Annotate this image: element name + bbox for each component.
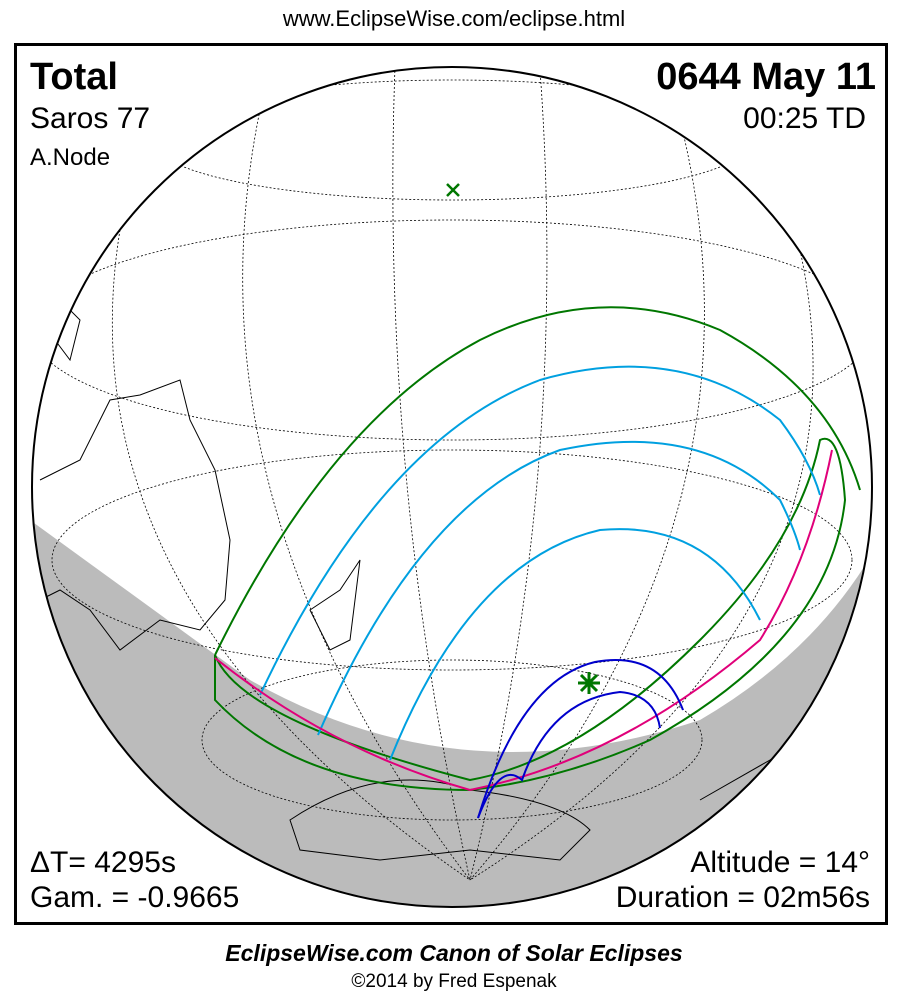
terminator-day-area bbox=[32, 494, 872, 752]
url-header: www.EclipseWise.com/eclipse.html bbox=[282, 6, 626, 31]
eclipse-time: 00:25 TD bbox=[743, 102, 866, 135]
umbral-path-south bbox=[477, 690, 661, 819]
northern-penumbral-limit bbox=[214, 306, 861, 656]
delta-t: ΔT= 4295s bbox=[30, 846, 176, 879]
gamma: Gam. = -0.9665 bbox=[30, 881, 240, 914]
map-frame bbox=[14, 43, 888, 925]
subsolar-point-x-icon bbox=[446, 183, 460, 197]
graticule bbox=[32, 67, 872, 881]
saros-number: Saros 77 bbox=[30, 102, 151, 135]
sun-altitude: Altitude = 14° bbox=[690, 846, 870, 879]
magnitude-line-2 bbox=[317, 440, 801, 736]
eclipse-date: 0644 May 11 bbox=[656, 56, 876, 98]
node-label: A.Node bbox=[30, 144, 111, 171]
greatest-eclipse-star-icon bbox=[578, 672, 600, 694]
globe-outline bbox=[31, 66, 873, 908]
footer-title: EclipseWise.com Canon of Solar Eclipses bbox=[225, 940, 683, 966]
umbral-path-north bbox=[477, 659, 684, 819]
eclipse-type: Total bbox=[30, 56, 118, 98]
footer-copyright: ©2014 by Fred Espenak bbox=[351, 971, 557, 992]
totality-duration: Duration = 02m56s bbox=[615, 881, 870, 914]
magnitude-line-3 bbox=[389, 528, 761, 761]
magnitude-line-1 bbox=[259, 365, 821, 696]
sunrise-sunset-curve bbox=[214, 449, 833, 792]
